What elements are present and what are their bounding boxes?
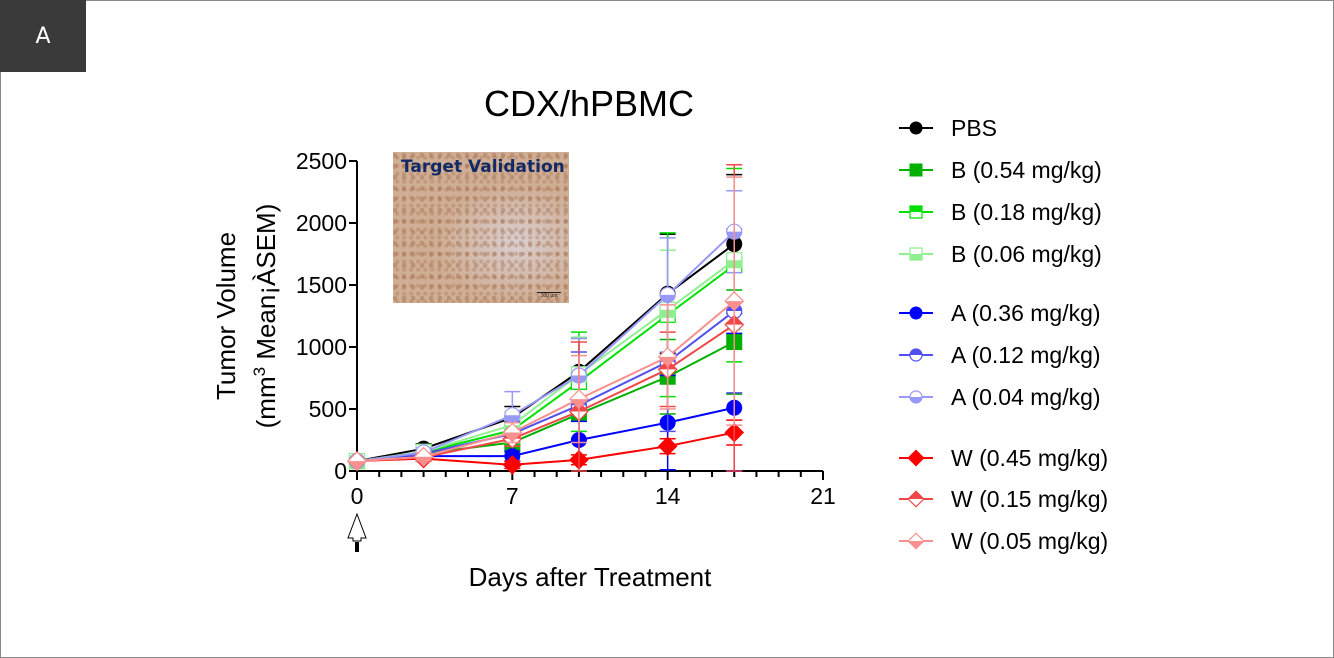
treatment-arrow-stem	[355, 542, 359, 552]
x-axis-label: Days after Treatment	[469, 562, 713, 592]
y-tick-label: 2500	[296, 148, 347, 174]
treatment-arrow-icon	[347, 512, 367, 542]
data-point-half-fill	[414, 456, 433, 466]
data-point-half-fill	[503, 432, 522, 442]
series-4	[348, 332, 743, 472]
legend-marker	[909, 306, 923, 320]
scale-bar: 100 µm	[537, 292, 561, 299]
series-line	[356, 310, 735, 463]
legend-item: B (0.06 mg/kg)	[899, 241, 1102, 267]
series-line	[356, 300, 735, 463]
legend-item: W (0.45 mg/kg)	[899, 445, 1108, 471]
legend-item: PBS	[899, 115, 997, 141]
legend-label: W (0.15 mg/kg)	[951, 486, 1108, 512]
y-tick-label: 1500	[296, 272, 347, 298]
legend-label: B (0.18 mg/kg)	[951, 199, 1102, 225]
legend-item: B (0.18 mg/kg)	[899, 199, 1102, 225]
legend-item: W (0.05 mg/kg)	[899, 528, 1108, 554]
legend-label: A (0.04 mg/kg)	[951, 384, 1101, 410]
legend-item: A (0.04 mg/kg)	[899, 384, 1101, 410]
legend-item: A (0.36 mg/kg)	[899, 300, 1101, 326]
legend-label: B (0.54 mg/kg)	[951, 157, 1102, 183]
legend-marker-half-fill	[908, 541, 924, 549]
y-tick-label: 500	[309, 396, 347, 422]
legend-marker	[909, 121, 923, 135]
series-line	[356, 431, 735, 466]
legend-marker-half-fill	[910, 206, 922, 212]
x-tick-label: 14	[655, 483, 681, 509]
y-tick-label: 1000	[296, 334, 347, 360]
legend-label: PBS	[951, 115, 997, 141]
legend-marker	[907, 449, 925, 467]
legend-label: W (0.05 mg/kg)	[951, 528, 1108, 554]
data-point-half-fill	[658, 356, 677, 367]
legend-marker-half-fill	[910, 397, 922, 403]
data-point	[502, 454, 523, 475]
panel-label: A	[0, 0, 86, 72]
chart-title: CDX/hPBMC	[484, 83, 694, 124]
y-axis-label-line2: (mm3 Mean¡ÀSEM)	[250, 204, 281, 429]
legend-marker-half-fill	[908, 491, 924, 499]
series-9	[347, 176, 745, 472]
data-point-half-fill	[660, 294, 676, 303]
series-line	[356, 323, 735, 463]
data-point-half-fill	[504, 415, 520, 423]
legend-label: A (0.36 mg/kg)	[951, 300, 1101, 326]
series-line	[356, 230, 735, 463]
y-axis-label-line1: Tumor Volume	[211, 232, 241, 400]
legend-item: A (0.12 mg/kg)	[899, 342, 1101, 368]
ihc-inset-image: Target Validation 100 µm	[393, 152, 569, 303]
legend-label: W (0.45 mg/kg)	[951, 445, 1108, 471]
inset-title: Target Validation	[401, 157, 565, 177]
legend-marker	[909, 163, 923, 177]
legend-label: B (0.06 mg/kg)	[951, 241, 1102, 267]
data-point-half-fill	[347, 461, 367, 471]
legend-marker-half-fill	[910, 254, 922, 260]
x-tick-label: 0	[351, 483, 364, 509]
x-tick-label: 21	[810, 483, 836, 509]
legend-item: B (0.54 mg/kg)	[899, 157, 1102, 183]
legend-marker-half-fill	[910, 349, 922, 355]
legend-label: A (0.12 mg/kg)	[951, 342, 1101, 368]
data-point	[657, 436, 678, 457]
y-tick-label: 2000	[296, 210, 347, 236]
data-point-half-fill	[569, 399, 589, 409]
legend-item: W (0.15 mg/kg)	[899, 486, 1108, 512]
y-tick-label: 0	[334, 458, 347, 484]
data-point-half-fill	[725, 301, 744, 311]
series-1	[349, 289, 743, 470]
x-tick-label: 7	[506, 483, 519, 509]
